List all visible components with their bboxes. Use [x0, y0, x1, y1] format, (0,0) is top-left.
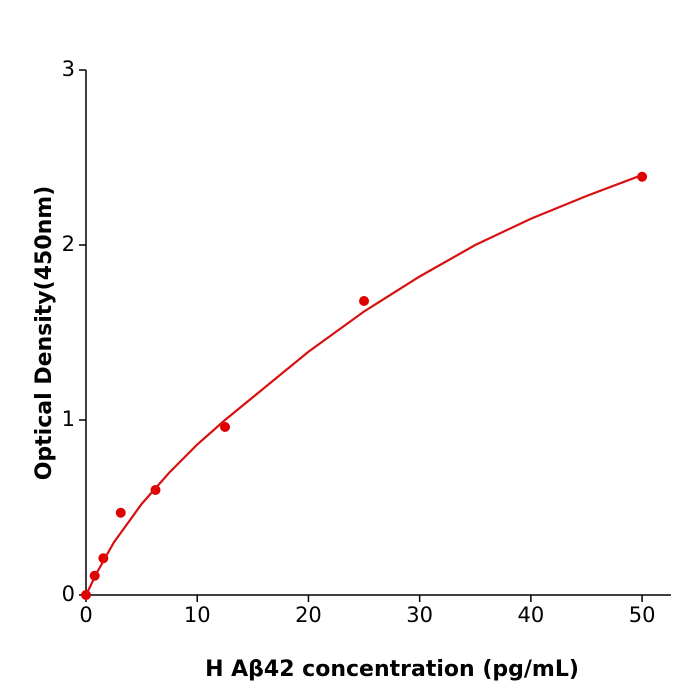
y-tick-label: 3 [62, 57, 75, 81]
y-tick-label: 2 [62, 232, 75, 256]
y-tick-label: 1 [62, 407, 75, 431]
x-tick-label: 0 [79, 603, 92, 627]
y-axis-label: Optical Density(450nm) [32, 186, 57, 481]
data-point [359, 296, 370, 306]
data-point [637, 171, 648, 182]
x-tick-label: 50 [629, 603, 656, 627]
y-tick-label: 0 [62, 582, 75, 606]
x-tick-label: 40 [517, 603, 544, 627]
data-point [115, 507, 126, 518]
x-axis-label: H Aβ42 concentration (pg/mL) [205, 657, 579, 682]
fit-curve [85, 173, 643, 596]
x-tick-label: 30 [406, 603, 433, 627]
x-tick-label: 10 [184, 603, 211, 627]
data-point [220, 422, 231, 432]
x-tick-label: 20 [295, 603, 322, 627]
